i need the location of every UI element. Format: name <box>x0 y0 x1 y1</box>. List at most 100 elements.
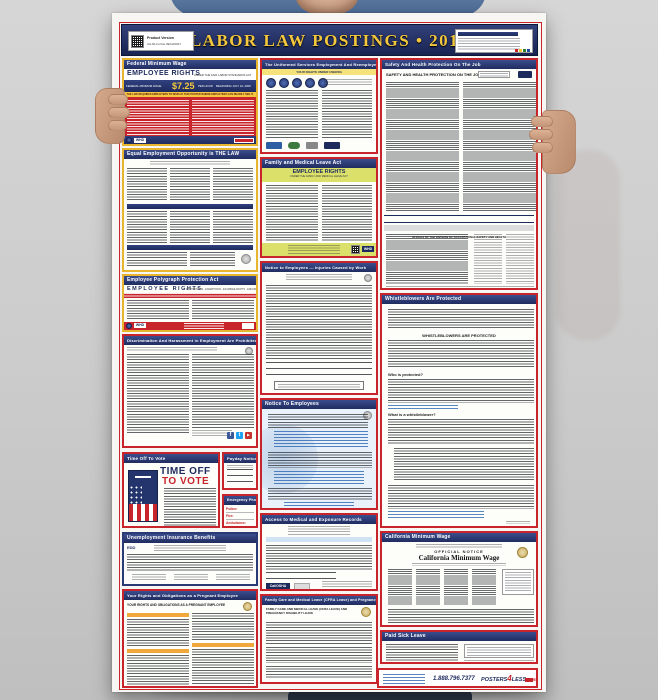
offices-table <box>386 234 468 284</box>
partner-logo-icon <box>288 142 300 149</box>
section-bar: Safety And Health Protection On The Job <box>382 60 536 69</box>
compliance-box <box>455 29 533 53</box>
brand-part-b: LESS <box>511 677 527 683</box>
side-note-box <box>502 569 534 595</box>
rate-table-col <box>388 569 412 605</box>
section-eeo: Equal Employment Opportunity is THE LAW <box>122 148 258 272</box>
body-text-col <box>322 90 372 138</box>
person-forearm <box>556 150 620 340</box>
person-pants <box>288 690 472 700</box>
body-text-col <box>127 252 187 267</box>
section-bar: Your Rights and Obligations as a Pregnan… <box>124 591 256 600</box>
rate-table-col <box>472 569 496 605</box>
body-text <box>266 285 372 359</box>
whd-logo: WHD <box>362 246 374 252</box>
brand-part-a: POSTERS <box>481 677 508 683</box>
section-bar: Emergency Phone Numbers <box>224 496 256 505</box>
section-medical-records: Access to Medical and Exposure Records C… <box>260 513 378 591</box>
youtube-icon: ▶ <box>245 432 252 439</box>
userra-badges <box>266 78 328 88</box>
body-text <box>266 647 372 663</box>
section-footer: WHD <box>124 322 256 330</box>
section-bar: Family and Medical Leave Act <box>262 159 376 168</box>
section-federal-minimum-wage: Federal Minimum Wage EMPLOYEE RIGHTS UND… <box>122 58 258 146</box>
intro-line <box>150 161 230 166</box>
section-edd-notice: Notice To Employees <box>260 398 378 510</box>
body-text-col <box>127 655 189 685</box>
hotline-band: Call the FREE Worker Information Hotline… <box>384 215 534 230</box>
ref-line <box>506 521 530 524</box>
wage-label: FEDERAL MINIMUM WAGE <box>126 84 162 88</box>
body-text <box>388 419 534 445</box>
notice-box <box>274 381 364 390</box>
social-icons: f t ▶ <box>227 432 252 439</box>
footer-line <box>386 286 534 288</box>
dol-seal-icon <box>126 137 132 143</box>
section-payday-notice: Payday Notice <box>222 452 258 490</box>
partner-logo-icon <box>294 583 310 589</box>
body-text-col <box>127 100 189 136</box>
link-lines <box>274 431 368 449</box>
badge-caption <box>324 79 372 86</box>
section-discrimination: Discrimination And Harassment in Employm… <box>122 334 258 448</box>
userra-badge-icon <box>266 78 276 88</box>
section-ca-minimum-wage: California Minimum Wage OFFICIAL NOTICE … <box>380 531 538 627</box>
qr-code-icon <box>131 35 144 48</box>
left-finger <box>108 120 127 131</box>
body-text <box>388 379 534 403</box>
compliance-box-header <box>458 32 518 36</box>
section-bar: Payday Notice <box>224 454 256 463</box>
section-cfra: Family Care and Medical Leave (CFRA Leav… <box>260 594 378 684</box>
partner-logo-icon <box>324 142 340 149</box>
agency-seal-icon <box>364 274 372 282</box>
body-text-col <box>213 168 253 202</box>
section-userra: The Uniformed Services Employment And Re… <box>260 58 378 154</box>
section-fmla: Family and Medical Leave Act EMPLOYEE RI… <box>260 157 378 258</box>
display-note-band: THE LAW REQUIRES EMPLOYERS TO DISPLAY TH… <box>124 92 256 97</box>
body-text <box>266 545 372 571</box>
section-bar: The Uniformed Services Employment And Re… <box>262 60 376 69</box>
section-bar: California Minimum Wage <box>382 533 536 542</box>
agency-seal-icon <box>241 254 251 264</box>
person-chin <box>296 0 358 16</box>
partner-logo-icon <box>306 142 318 149</box>
body-text-col <box>170 211 210 243</box>
emergency-row: Fire: <box>226 513 254 520</box>
body-text-col <box>192 354 254 428</box>
footer-text <box>184 323 224 329</box>
divider-band <box>127 204 253 209</box>
facebook-icon: f <box>227 432 234 439</box>
intro-line <box>127 347 217 351</box>
wage-amount: $7.25 <box>172 81 195 91</box>
brand-part-4: 4 <box>507 674 512 683</box>
right-finger <box>532 142 553 153</box>
section-bar: Equal Employment Opportunity is THE LAW <box>124 150 256 159</box>
body-text <box>266 666 372 679</box>
section-bar: Access to Medical and Exposure Records <box>262 515 376 524</box>
userra-band: YOUR RIGHTS UNDER USERRA <box>262 69 376 75</box>
orange-subhead <box>127 613 189 617</box>
userra-badge-icon <box>305 78 315 88</box>
body-text-col <box>386 644 458 662</box>
state-seal-icon <box>517 547 528 558</box>
vote-headline-2: TO VOTE <box>162 476 210 487</box>
fmla-headline: EMPLOYEE RIGHTS <box>292 169 346 175</box>
body-text-col <box>213 211 253 243</box>
section-bar: Employee Polygraph Protection Act <box>124 276 256 285</box>
side-note-box <box>464 644 534 658</box>
body-text-col <box>127 211 167 243</box>
safety-subbox <box>478 71 510 78</box>
left-finger <box>108 107 130 118</box>
intro-line <box>227 465 253 468</box>
body-text-col <box>192 649 254 685</box>
whd-logo: WHD <box>134 323 146 328</box>
numbered-list <box>394 448 534 482</box>
body-text <box>268 414 368 428</box>
logo-row <box>266 142 340 149</box>
sub-line <box>412 563 506 566</box>
link-lines <box>388 511 484 519</box>
footer-cols <box>216 574 250 582</box>
body-text-col <box>190 252 235 267</box>
footer-cols <box>132 574 166 582</box>
